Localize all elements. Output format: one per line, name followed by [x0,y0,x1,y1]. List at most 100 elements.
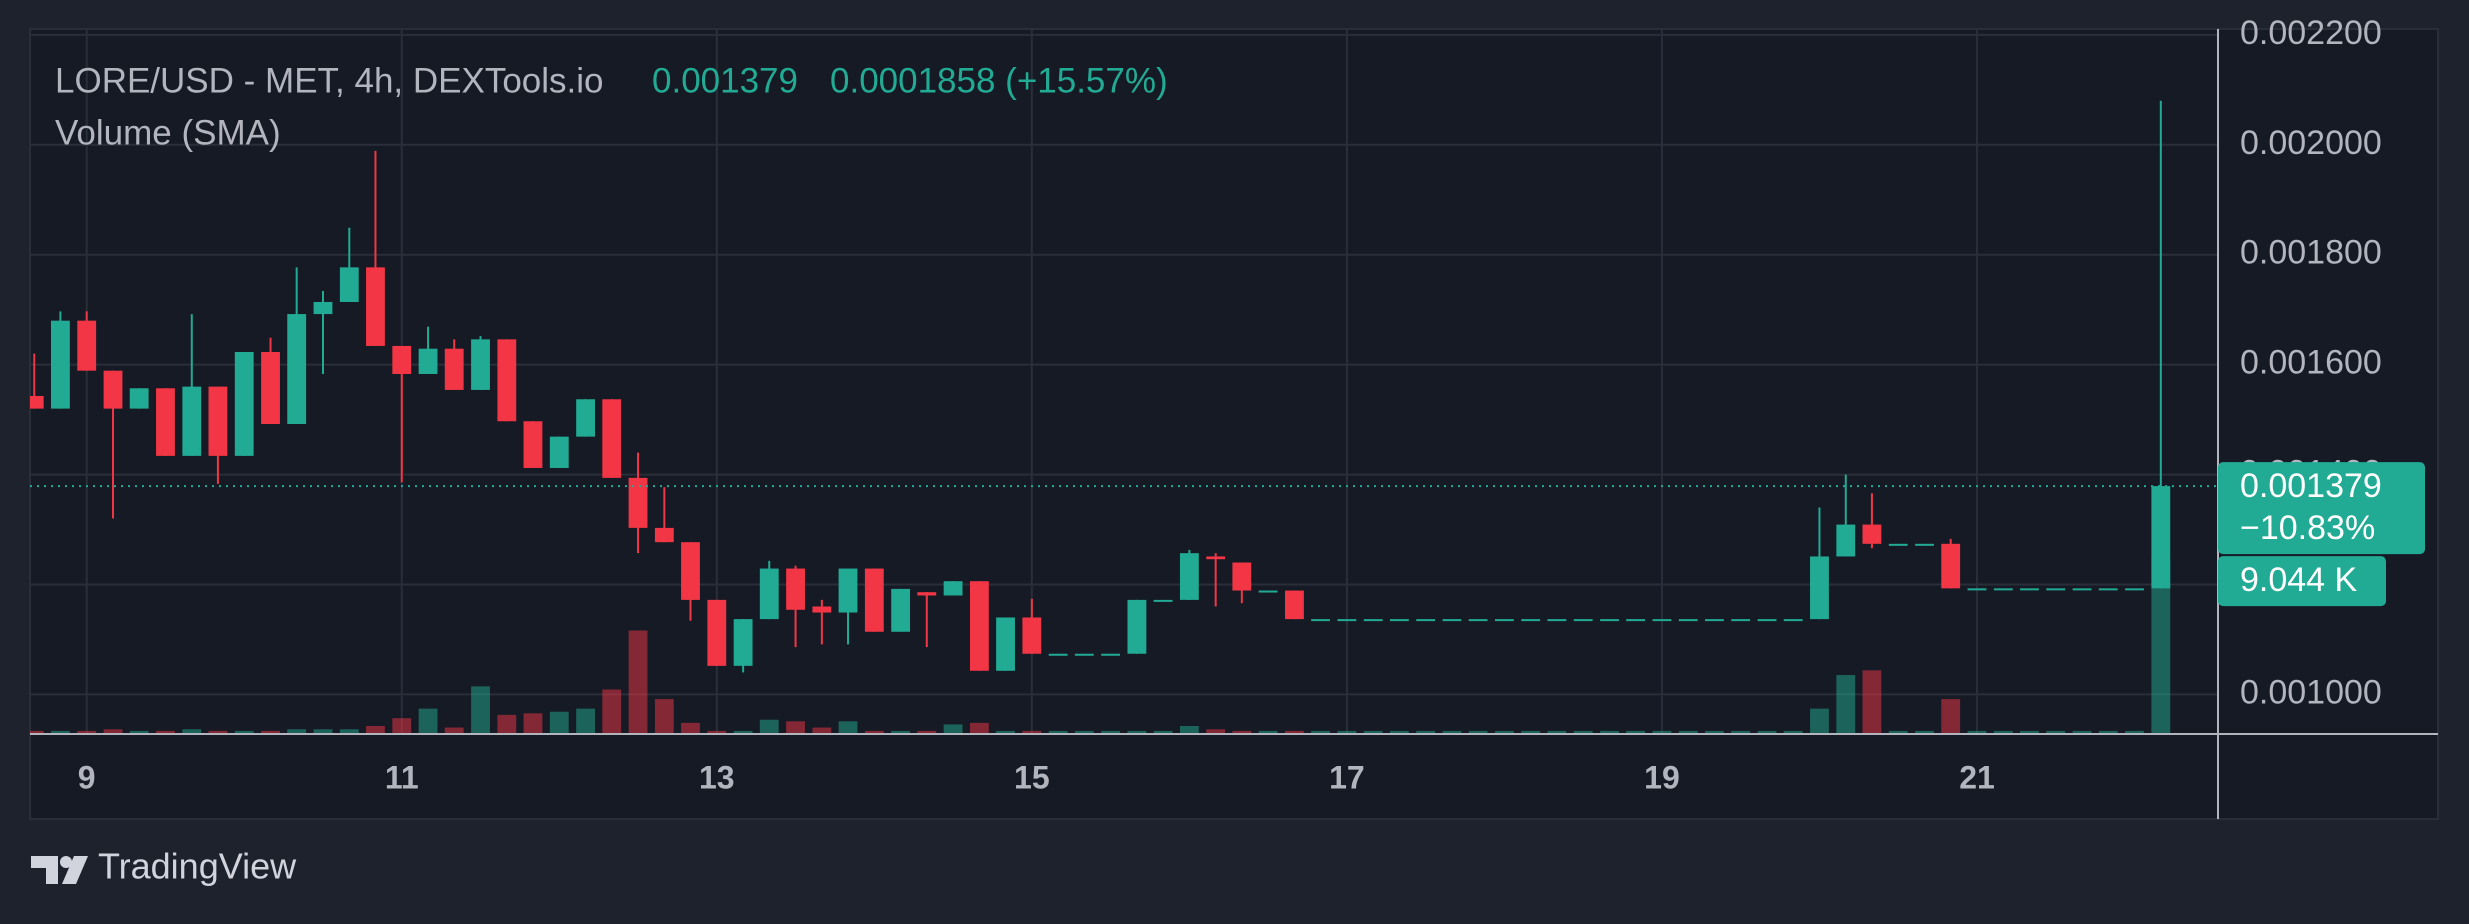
candle-body [891,588,911,632]
volume-bar [2151,557,2171,734]
axis-tags: 0.001379 −10.83% 9.044 K [2218,462,2425,607]
volume-bar [1363,730,1383,734]
volume-bar [654,699,674,734]
candle-body [1993,588,2013,591]
candle-body [1416,619,1436,622]
candle-body [1783,619,1803,622]
candle-body [1810,556,1829,620]
y-tick-label: 0.002200 [2240,14,2382,52]
volume-bar [681,722,700,734]
volume-indicator-label: Volume (SMA) [55,113,281,152]
candle-body [1206,556,1226,560]
candle-body [2072,588,2092,591]
volume-bar [864,730,884,734]
volume-bar [1468,730,1488,734]
candle-body [1442,619,1462,622]
volume-bar [1573,730,1593,734]
x-tick-label: 9 [78,759,96,795]
candle-body [576,399,595,437]
volume-bar [1652,730,1672,734]
logo-dot [60,856,72,868]
volume-bar [1626,730,1646,734]
candle-body [1704,619,1724,622]
brand-logo [31,856,88,884]
candle-body [654,527,674,543]
candle-body [1652,619,1672,622]
candle-body [261,351,280,424]
volume-tag: 9.044 K [2240,561,2358,599]
volume-bar [208,730,228,734]
price-tag-box [2218,462,2425,555]
candle-body [602,399,622,478]
volume-bar [1416,730,1436,734]
candle-body [50,320,70,409]
candle-body [287,314,307,424]
candle-body [1731,619,1751,622]
chart-panel [29,28,2439,820]
candle-body [969,581,989,671]
candle-body [943,581,963,596]
volume-bar [2098,730,2118,734]
price-tag: 0.001379 [2240,467,2382,505]
candle-body [103,370,123,409]
candle-body [786,568,805,610]
candle-body [1179,553,1199,600]
volume-bar [1389,730,1409,734]
candle-body [917,592,937,596]
candle-body [1521,619,1541,622]
volume-bar [313,729,333,734]
y-tick-label: 0.001800 [2240,234,2382,272]
candle-body [1941,543,1961,589]
volume-bar [418,708,438,734]
candle-body [759,568,779,620]
candle-body [1600,619,1619,622]
candle-body [129,388,149,409]
volume-bar [1941,699,1961,734]
volume-bar [77,730,97,734]
brand-name: TradingView [98,846,297,887]
candle-body [234,351,254,456]
candle-body [523,421,543,468]
volume-bar [1783,730,1803,734]
candle-body [628,477,648,528]
volume-bar [1153,730,1173,734]
candle-body [1495,619,1514,622]
volume-bar [2072,730,2092,734]
candle-body [2098,588,2118,591]
volume-bar [891,730,911,734]
volume-bar [1862,670,1882,734]
candle-body [366,267,385,346]
candle-body [313,301,333,315]
candle-body [182,386,202,456]
volume-bar [103,729,123,734]
volume-bar [733,730,753,734]
candle-body [1573,619,1593,622]
volume-bar [129,730,149,734]
candle-body [812,606,832,613]
candle-body [418,348,438,374]
volume-bar [707,730,727,734]
volume-bar [1206,729,1226,734]
logo-slash [62,856,88,884]
candle-body [838,568,858,613]
candle-body [549,436,569,468]
candle-body [1127,599,1147,654]
candle-body [444,348,464,390]
candle-body [1468,619,1488,622]
volume-bar [1836,675,1856,734]
volume-bar [1179,725,1199,734]
candle-body [208,386,228,456]
volume-bar [1731,730,1751,734]
candle-body [1967,588,1987,591]
candle-body [1389,619,1409,622]
volume-bar [1127,730,1147,734]
candle-body [681,542,700,600]
volume-bar [1547,730,1567,734]
candle-body [497,339,517,422]
volume-bar [1600,730,1619,734]
candle-body [1862,524,1882,544]
x-tick-label: 11 [385,759,419,795]
volume-bar [1442,730,1462,734]
candle-body [707,599,727,666]
x-tick-label: 13 [699,759,735,795]
